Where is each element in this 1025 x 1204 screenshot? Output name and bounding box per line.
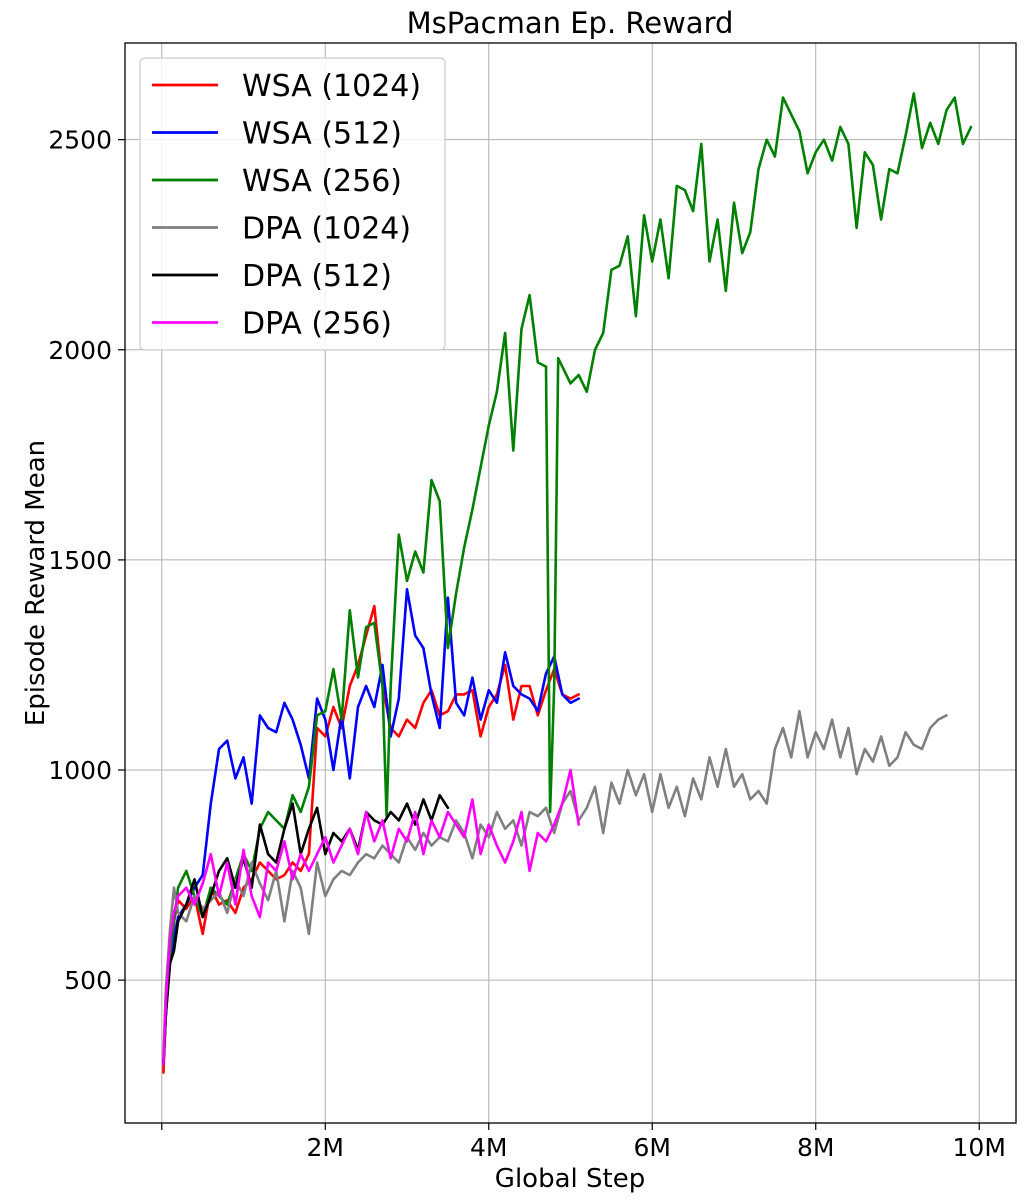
x-axis-label: Global Step xyxy=(495,1164,645,1194)
y-axis-label: Episode Reward Mean xyxy=(21,440,51,726)
x-tick-label: 2M xyxy=(307,1133,344,1162)
series-line-0 xyxy=(162,604,581,1074)
y-tick-label: 1000 xyxy=(48,756,112,785)
legend-label: WSA (256) xyxy=(242,164,402,199)
legend-box xyxy=(139,57,446,351)
series-layer xyxy=(162,92,973,1074)
legend-label: WSA (512) xyxy=(242,117,402,152)
y-tick-label: 2000 xyxy=(48,336,112,365)
chart-title: MsPacman Ep. Reward xyxy=(407,6,734,40)
series-line-3 xyxy=(162,709,948,1058)
legend-label: DPA (1024) xyxy=(242,212,411,247)
series-line-1 xyxy=(162,587,581,1066)
x-ticks: 2M 4M 6M 8M 10M xyxy=(161,1123,1006,1162)
x-tick-label: 6M xyxy=(634,1133,671,1162)
legend: WSA (1024) WSA (512) WSA (256) DPA (1024) DP… xyxy=(139,57,446,351)
series-line-4 xyxy=(162,793,450,1066)
legend-label: DPA (256) xyxy=(242,307,392,342)
y-tick-label: 2500 xyxy=(48,126,112,155)
legend-label: WSA (1024) xyxy=(242,69,421,104)
x-tick-label: 4M xyxy=(470,1133,507,1162)
legend-label: DPA (512) xyxy=(242,259,392,294)
y-ticks: 500 1000 1500 2000 2500 xyxy=(48,126,125,995)
series-line-5 xyxy=(162,768,581,1066)
plot-frame xyxy=(124,42,1017,1124)
y-tick-label: 500 xyxy=(64,966,112,995)
x-tick-label: 8M xyxy=(797,1133,834,1162)
x-tick-label: 10M xyxy=(953,1133,1006,1162)
y-tick-label: 1500 xyxy=(48,546,112,575)
